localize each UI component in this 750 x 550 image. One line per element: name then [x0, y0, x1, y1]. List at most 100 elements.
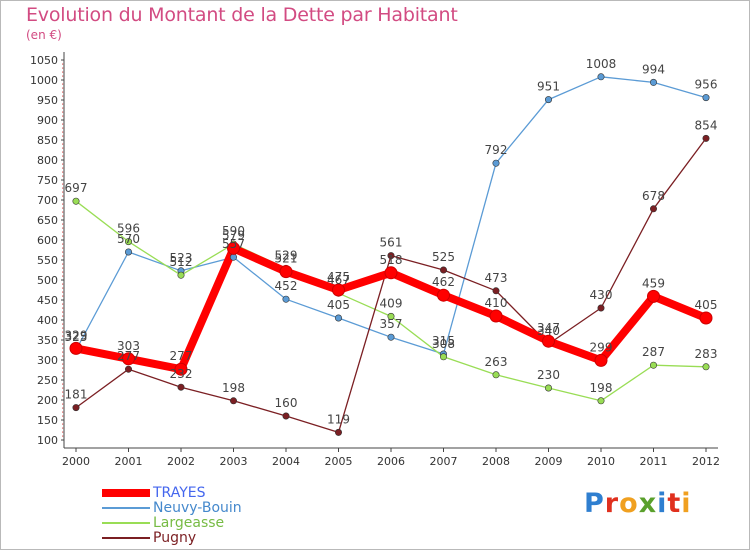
y-minor-tick: [62, 147, 64, 149]
data-label: 303: [117, 339, 140, 353]
y-minor-tick: [62, 107, 64, 109]
y-minor-tick: [62, 335, 64, 337]
data-label: 340: [537, 324, 560, 338]
y-minor-tick: [62, 415, 64, 417]
brand-logo: Proxiti: [584, 488, 692, 519]
data-label: 347: [537, 321, 560, 335]
y-minor-tick: [62, 375, 64, 377]
data-label: 357: [380, 317, 403, 331]
x-tick-label: 2000: [62, 455, 90, 468]
legend-swatch-neuvy-bouin: [102, 507, 150, 509]
data-label: 232: [170, 367, 193, 381]
data-label: 557: [222, 237, 245, 251]
data-label: 596: [117, 222, 140, 236]
data-label: 405: [695, 298, 718, 312]
data-label: 792: [485, 143, 508, 157]
y-minor-tick: [62, 195, 64, 197]
series-line-neuvy-bouin: [75, 76, 707, 355]
data-point: [439, 353, 447, 361]
y-minor-tick: [62, 171, 64, 173]
y-minor-tick: [62, 83, 64, 85]
data-point: [649, 361, 657, 369]
data-label: 277: [170, 349, 193, 363]
y-minor-tick: [62, 403, 64, 405]
data-label: 956: [695, 78, 718, 92]
y-minor-tick: [62, 303, 64, 305]
data-point: [230, 397, 238, 405]
y-minor-tick: [62, 263, 64, 265]
y-minor-tick: [62, 255, 64, 257]
chart-title: Evolution du Montant de la Dette par Hab…: [26, 4, 458, 26]
y-tick-label: 150: [37, 414, 58, 427]
data-label: 198: [590, 381, 613, 395]
data-point: [702, 363, 710, 371]
y-minor-tick: [62, 231, 64, 233]
x-tick-label: 2008: [482, 455, 510, 468]
data-point: [489, 309, 503, 323]
y-minor-tick: [62, 307, 64, 309]
legend-label-neuvy-bouin: Neuvy-Bouin: [153, 500, 242, 516]
data-point: [72, 197, 80, 205]
y-tick-label: 250: [37, 374, 58, 387]
data-label: 951: [537, 80, 560, 94]
data-point: [492, 371, 500, 379]
data-point: [69, 341, 83, 355]
x-tick-label: 2001: [115, 455, 143, 468]
y-minor-tick: [62, 367, 64, 369]
chart-axes: 100 150 200 250 300 350 400 450 500 550 600 650 700 7…: [30, 52, 720, 468]
y-minor-tick: [62, 355, 64, 357]
y-minor-tick: [62, 315, 64, 317]
data-label: 308: [432, 337, 455, 351]
data-point: [125, 365, 133, 373]
legend-swatch-trayes: [102, 489, 150, 497]
data-point: [282, 295, 290, 303]
y-minor-tick: [62, 391, 64, 393]
y-tick-label: 350: [37, 334, 58, 347]
y-minor-tick: [62, 387, 64, 389]
y-minor-tick: [62, 351, 64, 353]
data-label: 405: [327, 298, 350, 312]
y-minor-tick: [62, 207, 64, 209]
y-minor-tick: [62, 363, 64, 365]
y-minor-tick: [62, 187, 64, 189]
y-minor-tick: [62, 87, 64, 89]
y-minor-tick: [62, 243, 64, 245]
data-point: [334, 314, 342, 322]
data-point: [177, 383, 185, 391]
y-tick-label: 850: [37, 134, 58, 147]
legend-label-pugny: Pugny: [153, 530, 197, 546]
data-labels: 325 570 523 557 452 405 357 315 792 951 1008 994 956…: [65, 57, 718, 427]
data-label: 529: [275, 248, 298, 262]
x-tick-label: 2011: [640, 455, 668, 468]
y-tick-label: 300: [37, 354, 58, 367]
y-tick-label: 950: [37, 94, 58, 107]
data-label: 994: [642, 62, 665, 76]
y-minor-tick: [62, 67, 64, 69]
y-tick-label: 1000: [30, 74, 58, 87]
y-minor-tick: [62, 291, 64, 293]
y-minor-tick: [62, 191, 64, 193]
y-tick-label: 800: [37, 154, 58, 167]
data-label: 409: [380, 296, 403, 310]
y-minor-tick: [62, 271, 64, 273]
data-point: [597, 73, 605, 81]
x-tick-label: 2009: [535, 455, 563, 468]
y-minor-tick: [62, 127, 64, 129]
data-label: 570: [117, 232, 140, 246]
y-minor-tick: [62, 163, 64, 165]
data-label: 512: [170, 255, 193, 269]
data-label: 462: [432, 275, 455, 289]
data-label: 590: [222, 224, 245, 238]
y-tick-label: 100: [37, 434, 58, 447]
data-label: 410: [485, 296, 508, 310]
y-minor-tick: [62, 135, 64, 137]
data-point: [125, 238, 133, 246]
data-point: [384, 266, 398, 280]
legend-label-largeasse: Largeasse: [153, 515, 225, 531]
data-point: [492, 159, 500, 167]
data-point: [230, 253, 238, 261]
data-point: [125, 248, 133, 256]
data-label: 459: [642, 276, 665, 290]
data-label: 521: [275, 252, 298, 266]
